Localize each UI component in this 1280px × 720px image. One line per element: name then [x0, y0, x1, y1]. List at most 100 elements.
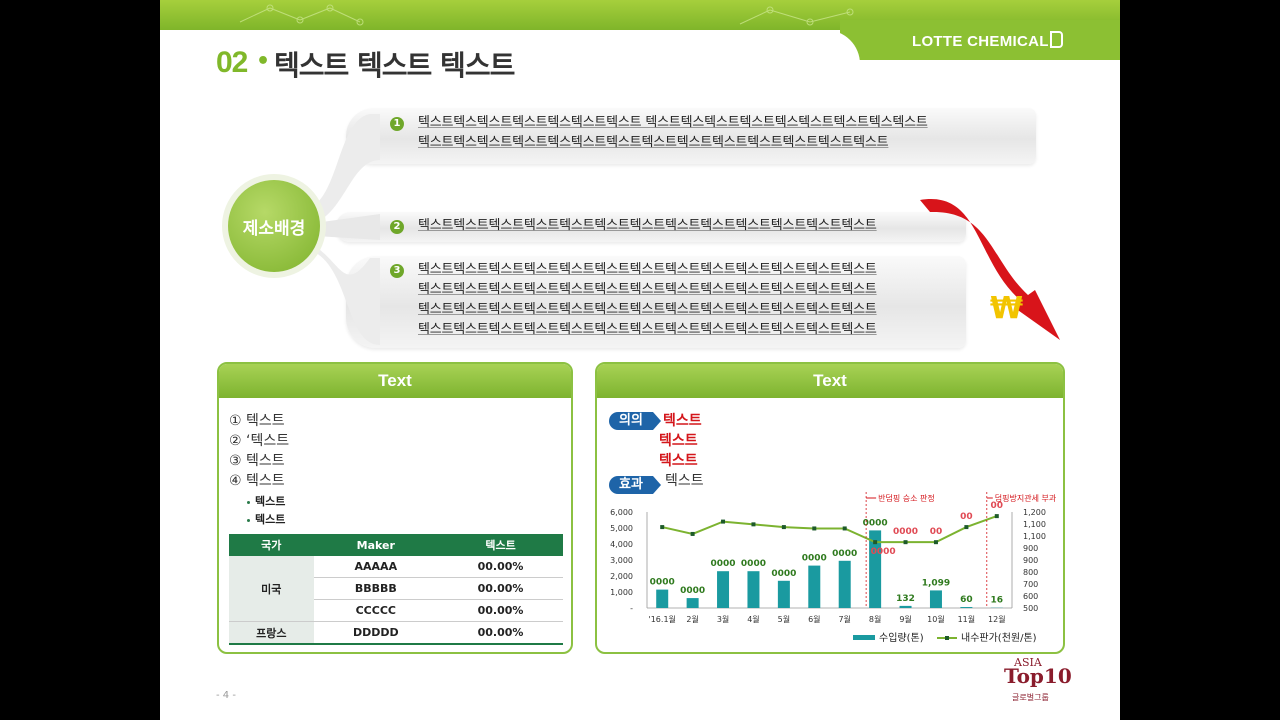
asia-top10-logo: ASIA Top10 글로벌그룹 [1004, 656, 1074, 706]
bullet-1: 1 [390, 117, 404, 131]
y-right-tick-label: 800 [1023, 568, 1038, 577]
slide: LOTTE CHEMICAL 02 • 텍스트 텍스트 텍스트 제소배경 1 텍… [160, 0, 1120, 720]
branch-2-line-1: 텍스트텍스트텍스트텍스트텍스트텍스트텍스트텍스트텍스트텍스트텍스트텍스트텍스트 [418, 218, 877, 233]
bar-data-label: 0000 [802, 554, 827, 564]
red-line-3: 텍스트 [659, 453, 698, 469]
legend-line-label: 내수판가(천원/톤) [961, 632, 1037, 644]
y-right-tick-label: 1,100 [1023, 532, 1046, 541]
asia-text: ASIA [1014, 656, 1042, 669]
list-item-2: ② ‘텍스트 [229, 433, 290, 449]
left-panel: Text ① 텍스트 ② ‘텍스트 ③ 텍스트 ④ 텍스트 텍스트 텍스트 국가… [217, 362, 573, 654]
section-number: 02 [216, 46, 248, 79]
bar [656, 589, 669, 608]
bar [960, 607, 973, 608]
bar-data-label: 0000 [863, 518, 888, 528]
black-line: 텍스트 [665, 473, 704, 489]
bar-data-label: 0000 [771, 569, 796, 579]
value-cell: 00.00% [438, 621, 563, 645]
tag-effect: 효과 [609, 476, 661, 494]
title-separator: • [256, 49, 271, 74]
y-left-tick-label: 1,000 [610, 588, 633, 597]
bar [869, 530, 882, 608]
line-data-label: 00 [960, 512, 973, 522]
x-tick-label: 2월 [686, 614, 698, 624]
maker-cell: AAAAA [313, 556, 439, 578]
bar-data-label: 0000 [741, 559, 766, 569]
maker-cell: CCCCC [313, 599, 439, 622]
bar-data-label: 16 [991, 596, 1004, 606]
x-tick-label: 7월 [838, 614, 850, 624]
y-left-tick-label: 5,000 [610, 524, 633, 533]
right-panel-title: Text [597, 364, 1063, 398]
line-point [933, 540, 938, 545]
col-header-maker: Maker [313, 534, 439, 556]
x-tick-label: 8월 [869, 614, 881, 624]
sub-item-2: 텍스트 [247, 511, 285, 527]
line-data-label: 0000 [893, 527, 918, 537]
legend-bar-swatch [853, 635, 875, 640]
branch-1-bar [346, 108, 1036, 164]
left-panel-title: Text [219, 364, 571, 398]
hub-circle: 제소배경 [228, 180, 320, 272]
branch-2-bar [336, 212, 966, 242]
y-left-tick-label: 3,000 [610, 556, 633, 565]
bar [929, 590, 942, 608]
x-tick-label: 4월 [747, 614, 759, 624]
table-row: BBBBB 00.00% [229, 577, 563, 600]
legend-line-marker [945, 636, 949, 640]
bar [777, 580, 790, 608]
molecule-decoration [239, 4, 364, 26]
bar-data-label: 0000 [650, 578, 675, 588]
y-right-tick-label: 700 [1023, 580, 1038, 589]
maker-cell: BBBBB [313, 577, 439, 600]
bar-data-label: 60 [960, 595, 973, 605]
table-header-row: 국가 Maker 텍스트 [229, 534, 563, 556]
x-tick-label: 11월 [958, 614, 976, 624]
col-header-value: 텍스트 [438, 534, 563, 556]
y-right-tick-label: 900 [1023, 544, 1038, 553]
y-left-tick-label: 6,000 [610, 508, 633, 517]
table-row: CCCCC 00.00% [229, 599, 563, 622]
x-tick-label: '16.1월 [649, 614, 676, 624]
top-bar-tab [840, 20, 1120, 60]
bar [747, 571, 760, 608]
x-tick-label: 5월 [778, 614, 790, 624]
group-text: 글로벌그룹 [1012, 693, 1049, 702]
maker-table: 국가 Maker 텍스트 미국 AAAAA 00.00% BBBBB 00.00… [229, 534, 563, 645]
molecule-decoration-right [739, 6, 854, 26]
line-point [903, 540, 908, 545]
y-right-tick-label: 500 [1023, 604, 1038, 613]
y-left-tick-label: 2,000 [610, 572, 633, 581]
value-cell: 00.00% [438, 599, 563, 622]
line-point [842, 526, 847, 531]
red-down-arrow-icon: ₩ [920, 199, 1060, 340]
country-cell: 미국 [229, 556, 314, 622]
x-tick-label: 6월 [808, 614, 820, 624]
y-right-tick-label: 1,200 [1023, 508, 1046, 517]
y-right-tick-label: 1,100 [1023, 520, 1046, 529]
brand-logo: LOTTE CHEMICAL [912, 31, 1063, 50]
line-data-label: 00 [991, 501, 1004, 511]
annotation-label: 덤핑방지관세 부과 [995, 493, 1057, 503]
bar-data-label: 0000 [711, 559, 736, 569]
header-area [160, 30, 860, 70]
red-line-2: 텍스트 [659, 433, 698, 449]
line-point [994, 514, 999, 519]
right-panel: Text 의의 텍스트 텍스트 텍스트 효과 텍스트 6,000 5,000 4,0… [595, 362, 1065, 654]
branch-3-line-1: 텍스트텍스트텍스트텍스트텍스트텍스트텍스트텍스트텍스트텍스트텍스트텍스트텍스트 [418, 262, 877, 277]
page-title: 텍스트 텍스트 텍스트 [274, 49, 515, 82]
list-item-3: ③ 텍스트 [229, 453, 285, 469]
x-tick-label: 10월 [927, 614, 945, 624]
svg-text:₩: ₩ [990, 291, 1023, 326]
bar-data-label: 0000 [832, 549, 857, 559]
line-point [964, 525, 969, 530]
y-right-tick-label: 900 [1023, 556, 1038, 565]
bullet-2: 2 [390, 220, 404, 234]
page-number: - 4 - [216, 690, 236, 701]
line-point [690, 531, 695, 536]
red-line-1: 텍스트 [663, 413, 702, 429]
sub-item-1: 텍스트 [247, 493, 285, 509]
bar-data-label: 0000 [680, 586, 705, 596]
branch-3-line-4: 텍스트텍스트텍스트텍스트텍스트텍스트텍스트텍스트텍스트텍스트텍스트텍스트텍스트 [418, 322, 877, 337]
bar [717, 571, 730, 608]
